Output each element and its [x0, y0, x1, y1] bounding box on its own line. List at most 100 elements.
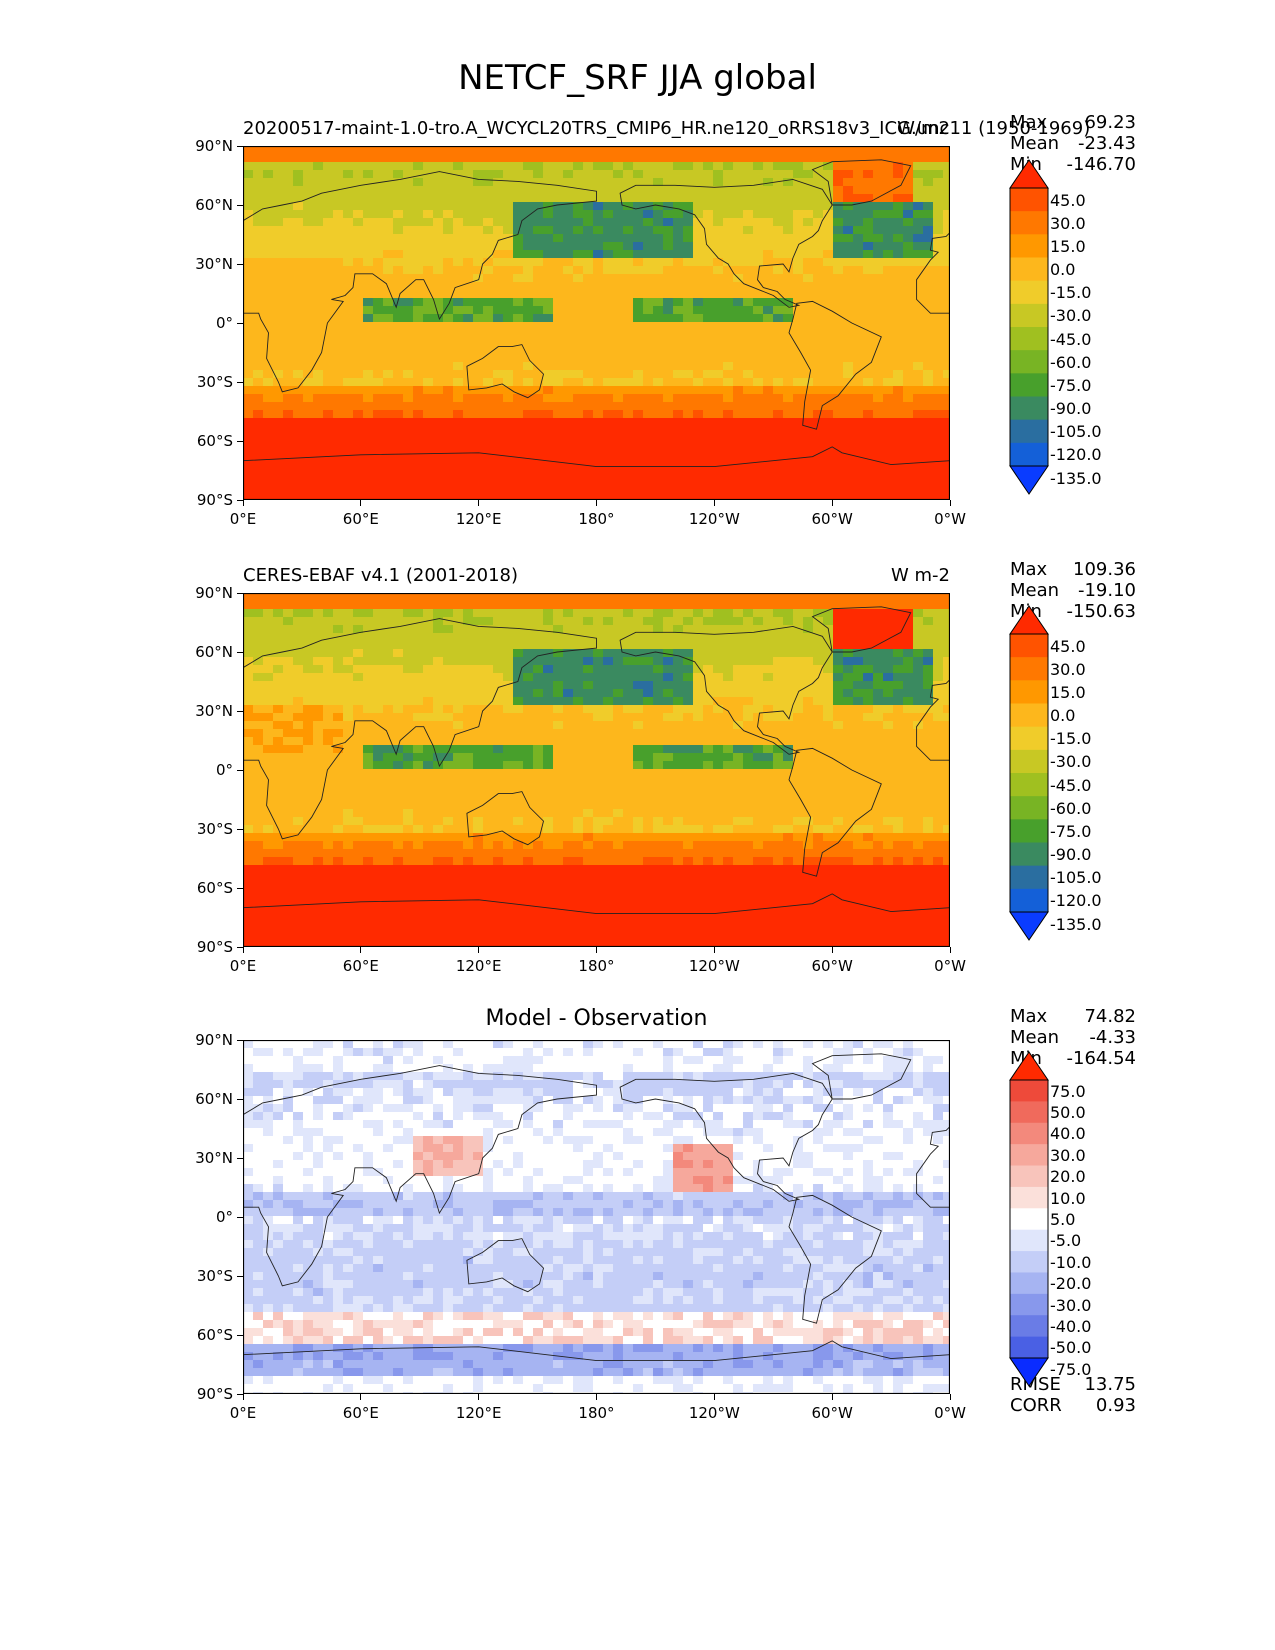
x-tick-mark — [360, 500, 362, 506]
colorbar-band — [1010, 188, 1048, 212]
coastline-australia — [466, 791, 544, 846]
field-cells — [243, 1040, 954, 1401]
y-tick-label: 90°N — [195, 584, 233, 602]
colorbar-band — [1010, 657, 1048, 681]
x-tick-label: 60°E — [342, 957, 379, 975]
colorbar-level-label: -120.0 — [1050, 445, 1102, 465]
y-tick-mark — [237, 1039, 243, 1041]
colorbar-level-label: -5.0 — [1050, 1231, 1082, 1251]
y-tick-mark — [237, 769, 243, 771]
colorbar-level-label: 75.0 — [1050, 1081, 1086, 1101]
x-tick-label: 0°W — [934, 957, 966, 975]
stat-value: -146.70 — [1066, 154, 1136, 175]
stat-label: Max — [1010, 1006, 1048, 1027]
colorbar-frame-reference — [1009, 605, 1049, 941]
map-difference — [242, 1039, 954, 1401]
colorbar-band — [1010, 1165, 1048, 1188]
colorbar-band — [1010, 396, 1048, 421]
coastline-australia — [466, 344, 544, 399]
colorbar-level-label: -75.0 — [1050, 375, 1092, 395]
y-tick-label: 90°N — [195, 1031, 233, 1049]
x-tick-mark — [360, 1394, 362, 1400]
y-tick-label: 90°N — [195, 137, 233, 155]
colorbar-band — [1010, 680, 1048, 704]
colorbar-level-label: -30.0 — [1050, 752, 1092, 772]
x-tick-mark — [242, 947, 244, 953]
y-tick-label: 60°N — [195, 643, 233, 661]
colorbar-level-label: -135.0 — [1050, 914, 1102, 934]
x-tick-mark — [949, 947, 951, 953]
coastline-southAmerica — [788, 1194, 882, 1324]
colorbar-level-label: -15.0 — [1050, 729, 1092, 749]
stat-label: Max — [1010, 112, 1048, 133]
y-tick-mark — [237, 1157, 243, 1159]
coastline-southAmerica — [788, 300, 882, 430]
stat-label: CORR — [1010, 1395, 1062, 1416]
colorbar-frame-difference — [1009, 1051, 1049, 1387]
panel-right-title: W/m2 — [897, 118, 950, 139]
x-tick-mark — [360, 947, 362, 953]
colorbar-band — [1010, 1293, 1048, 1316]
colorbar-level-label: -105.0 — [1050, 868, 1102, 888]
coastline-southAmerica — [788, 747, 882, 877]
colorbar-level-label: 15.0 — [1050, 236, 1086, 256]
stat-label: Max — [1010, 559, 1048, 580]
colorbar-level-label: -30.0 — [1050, 306, 1092, 326]
x-tick-label: 0°E — [229, 1404, 257, 1422]
x-tick-mark — [831, 500, 833, 506]
x-tick-mark — [713, 947, 715, 953]
colorbar-level-label: -75.0 — [1050, 1359, 1092, 1379]
x-tick-label: 120°E — [455, 1404, 502, 1422]
y-tick-mark — [237, 322, 243, 324]
y-tick-label: 30°N — [195, 1149, 233, 1167]
colorbar-level-label: -15.0 — [1050, 283, 1092, 303]
y-tick-label: 60°N — [195, 1090, 233, 1108]
colorbar-band — [1010, 749, 1048, 774]
x-tick-mark — [596, 947, 597, 953]
y-tick-mark — [237, 651, 243, 653]
colorbar-level-label: -120.0 — [1050, 891, 1102, 911]
colorbar-band — [1010, 442, 1048, 467]
coastline-africaEurope — [242, 618, 597, 840]
colorbar-band — [1010, 726, 1048, 751]
x-tick-mark — [831, 1394, 833, 1400]
y-tick-label: 90°S — [196, 938, 233, 956]
colorbar-band — [1010, 234, 1048, 258]
colorbar-band — [1010, 888, 1048, 913]
coastline-westAfrica — [916, 231, 951, 314]
panel-left-title: 20200517-maint-1.0-tro.A_WCYCL20TRS_CMIP… — [243, 118, 1091, 139]
colorbar-level-label: -90.0 — [1050, 845, 1092, 865]
x-tick-label: 180° — [578, 510, 615, 528]
y-tick-mark — [237, 710, 243, 712]
x-tick-mark — [713, 1394, 715, 1400]
colorbar-band — [1010, 1144, 1048, 1166]
colorbar-level-label: 0.0 — [1050, 706, 1076, 726]
colorbar-level-label: -10.0 — [1050, 1252, 1092, 1272]
y-tick-mark — [237, 499, 243, 501]
y-tick-mark — [237, 1216, 243, 1218]
x-tick-label: 60°W — [811, 957, 853, 975]
stat-mean: Mean -19.10 — [1010, 580, 1136, 601]
x-tick-label: 120°W — [688, 957, 740, 975]
coastline-greenland — [811, 1053, 912, 1100]
y-tick-mark — [237, 828, 243, 830]
y-tick-mark — [237, 887, 243, 889]
colorbar-band — [1010, 1101, 1048, 1124]
colorbar-level-label: -20.0 — [1050, 1274, 1092, 1294]
x-tick-mark — [713, 500, 715, 506]
colorbar-band — [1010, 842, 1048, 867]
stat-max: Max 69.23 — [1010, 112, 1136, 133]
x-tick-label: 180° — [578, 957, 615, 975]
x-tick-mark — [831, 947, 833, 953]
x-tick-label: 0°E — [229, 510, 257, 528]
y-tick-mark — [237, 263, 243, 265]
x-tick-label: 60°E — [342, 510, 379, 528]
colorbar-band — [1010, 327, 1048, 351]
colorbar-band — [1010, 819, 1048, 843]
colorbar-level-label: -135.0 — [1050, 468, 1102, 488]
map-frame-reference — [242, 592, 954, 954]
stat-max: Max 109.36 — [1010, 559, 1136, 580]
map-test — [242, 145, 954, 507]
y-tick-mark — [237, 1393, 243, 1395]
colorbar-level-label: 20.0 — [1050, 1167, 1086, 1187]
